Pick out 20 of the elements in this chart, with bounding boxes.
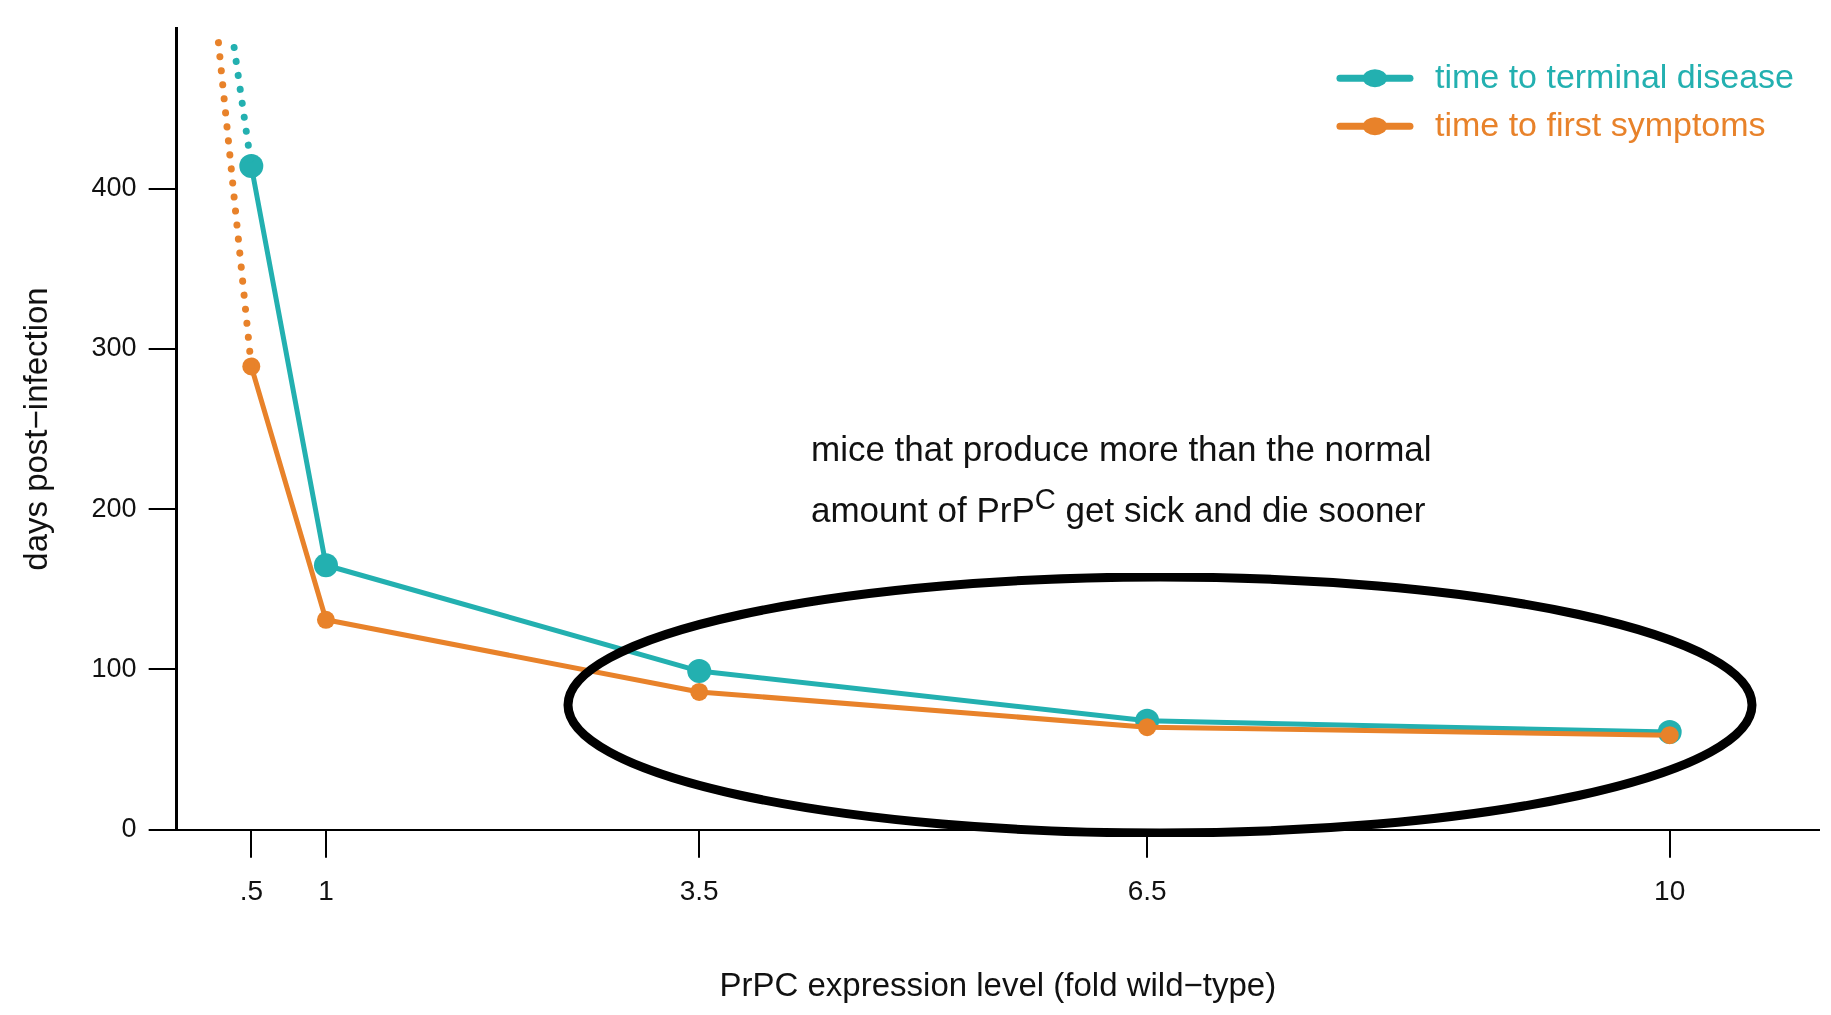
x-tick-label: 6.5: [1127, 875, 1167, 907]
y-tick-label: 100: [91, 652, 137, 683]
y-tick-label: 200: [91, 492, 137, 523]
x-tick-label: 1: [318, 875, 334, 907]
point: [316, 610, 335, 629]
y-tick-label: 0: [121, 813, 137, 844]
y-tick-label: 400: [91, 171, 137, 202]
x-axis-title: PrPC expression level (fold wild−type): [719, 966, 1277, 1004]
point: [690, 682, 709, 701]
point: [239, 154, 264, 179]
annotation: mice that produce more than the normal amount of PrP$^{C}$ get sick and die sooner: [811, 428, 1433, 531]
point: [313, 553, 338, 578]
x-tick-label: 10: [1654, 875, 1686, 907]
legend-label: time to terminal disease: [1434, 56, 1794, 95]
y-tick-label: 300: [91, 332, 137, 363]
point: [687, 659, 712, 684]
legend-label: time to first symptoms: [1434, 104, 1766, 143]
x-tick-label: 3.5: [679, 875, 719, 907]
y-axis-title: days post−infection: [16, 287, 54, 571]
x-tick-label: .5: [239, 875, 263, 907]
